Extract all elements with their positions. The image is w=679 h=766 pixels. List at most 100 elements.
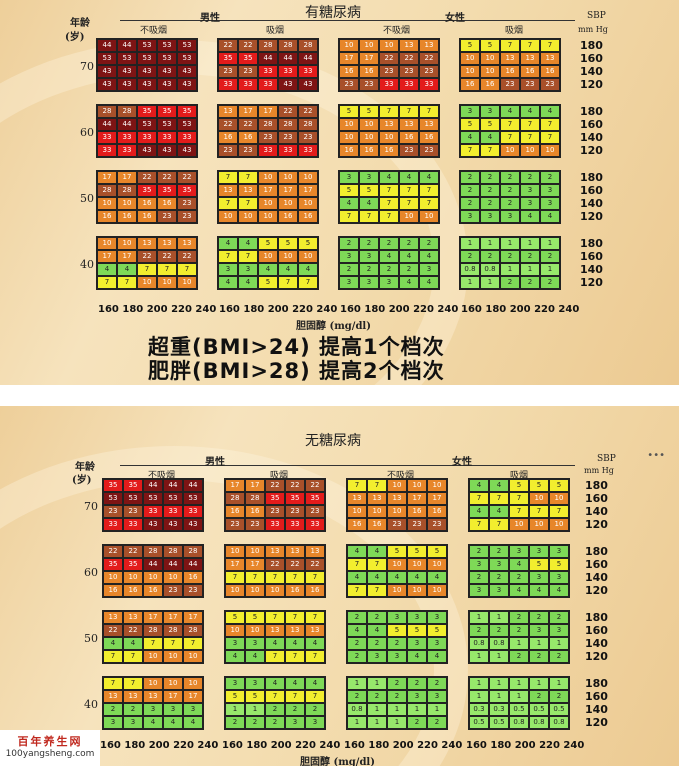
risk-cell: 4 bbox=[470, 506, 488, 517]
risk-cell: 10 bbox=[420, 211, 438, 222]
risk-cell: 7 bbox=[510, 506, 528, 517]
risk-cell: 2 bbox=[530, 651, 548, 662]
risk-cell: 10 bbox=[340, 132, 358, 143]
risk-cell: 7 bbox=[368, 480, 386, 491]
risk-cell: 5 bbox=[428, 546, 446, 557]
risk-cell: 7 bbox=[239, 172, 257, 183]
risk-cell: 1 bbox=[541, 264, 559, 275]
risk-cell: 3 bbox=[226, 638, 244, 649]
risk-cell: 23 bbox=[408, 519, 426, 530]
risk-cell: 0.3 bbox=[490, 704, 508, 715]
risk-cell: 5 bbox=[461, 119, 479, 130]
risk-cell: 16 bbox=[124, 585, 142, 596]
risk-cell: 4 bbox=[348, 546, 366, 557]
risk-cell: 4 bbox=[428, 651, 446, 662]
risk-cell: 22 bbox=[239, 119, 257, 130]
risk-cell: 17 bbox=[118, 251, 136, 262]
risk-cell: 7 bbox=[266, 572, 284, 583]
risk-subgrid: 4 4 5 5 5 7 7 10 10 10 3 3 4 4 4 4 4 5 7 7 bbox=[217, 236, 319, 290]
risk-cell: 17 bbox=[239, 106, 257, 117]
risk-cell: 7 bbox=[470, 519, 488, 530]
risk-cell: 28 bbox=[299, 40, 317, 51]
risk-cell: 13 bbox=[380, 119, 398, 130]
risk-cell: 7 bbox=[490, 493, 508, 504]
risk-cell: 7 bbox=[368, 559, 386, 570]
risk-cell: 2 bbox=[408, 678, 426, 689]
risk-cell: 35 bbox=[138, 106, 156, 117]
risk-cell: 23 bbox=[299, 132, 317, 143]
risk-cell: 23 bbox=[388, 519, 406, 530]
risk-cell: 10 bbox=[178, 277, 196, 288]
risk-cell: 7 bbox=[501, 40, 519, 51]
age-value: 50 bbox=[84, 632, 98, 645]
risk-cell: 2 bbox=[428, 678, 446, 689]
risk-cell: 7 bbox=[104, 678, 122, 689]
risk-cell: 2 bbox=[380, 264, 398, 275]
sbp-value: 180 bbox=[580, 237, 603, 250]
risk-cell: 5 bbox=[510, 480, 528, 491]
risk-cell: 2 bbox=[461, 251, 479, 262]
risk-cell: 53 bbox=[104, 493, 122, 504]
risk-cell: 22 bbox=[219, 40, 237, 51]
risk-cell: 2 bbox=[490, 572, 508, 583]
risk-cell: 33 bbox=[219, 79, 237, 90]
risk-cell: 43 bbox=[164, 519, 182, 530]
risk-cell: 35 bbox=[124, 480, 142, 491]
risk-cell: 1 bbox=[246, 704, 264, 715]
risk-cell: 16 bbox=[420, 132, 438, 143]
risk-cell: 13 bbox=[306, 546, 324, 557]
risk-cell: 28 bbox=[144, 546, 162, 557]
risk-cell: 13 bbox=[368, 493, 386, 504]
risk-cell: 10 bbox=[530, 519, 548, 530]
note-obese: 肥胖(BMI>28) 提高2个档次 bbox=[148, 359, 445, 383]
sbp-value: 120 bbox=[585, 650, 608, 663]
risk-cell: 13 bbox=[178, 238, 196, 249]
risk-cell: 2 bbox=[530, 612, 548, 623]
risk-subgrid: 17 17 22 22 22 28 28 35 35 35 10 10 16 16 23 16 16 16 23 23 bbox=[96, 170, 198, 224]
risk-cell: 2 bbox=[550, 651, 568, 662]
sbp-value: 160 bbox=[580, 184, 603, 197]
risk-cell: 7 bbox=[124, 678, 142, 689]
risk-cell: 33 bbox=[400, 79, 418, 90]
risk-cell: 2 bbox=[348, 651, 366, 662]
risk-cell: 23 bbox=[259, 132, 277, 143]
risk-cell: 4 bbox=[348, 572, 366, 583]
risk-cell: 10 bbox=[246, 585, 264, 596]
risk-cell: 44 bbox=[98, 119, 116, 130]
risk-cell: 2 bbox=[510, 651, 528, 662]
risk-cell: 10 bbox=[461, 66, 479, 77]
risk-cell: 10 bbox=[226, 585, 244, 596]
risk-cell: 7 bbox=[420, 106, 438, 117]
risk-cell: 1 bbox=[510, 678, 528, 689]
risk-cell: 33 bbox=[118, 145, 136, 156]
chol-ticks-male-smoke: 160 180 200 220 240 bbox=[222, 740, 341, 751]
risk-cell: 7 bbox=[360, 211, 378, 222]
risk-cell: 16 bbox=[306, 585, 324, 596]
risk-subgrid: 10 10 10 13 13 17 17 22 22 22 16 16 23 23 23 23 23 33 33 33 bbox=[338, 38, 440, 92]
risk-cell: 0.8 bbox=[481, 264, 499, 275]
risk-cell: 23 bbox=[226, 519, 244, 530]
risk-cell: 2 bbox=[530, 691, 548, 702]
risk-cell: 4 bbox=[380, 251, 398, 262]
risk-cell: 13 bbox=[400, 40, 418, 51]
risk-cell: 5 bbox=[259, 277, 277, 288]
panel-no-diabetes: 无糖尿病 男性 女性 不吸烟 吸烟 不吸烟 吸烟 年龄 (岁) SBP mm H… bbox=[0, 406, 679, 766]
risk-cell: 2 bbox=[481, 185, 499, 196]
male-header: 男性 bbox=[200, 13, 220, 24]
risk-cell: 5 bbox=[530, 480, 548, 491]
risk-cell: 1 bbox=[550, 678, 568, 689]
risk-cell: 4 bbox=[368, 625, 386, 636]
risk-cell: 10 bbox=[360, 40, 378, 51]
risk-cell: 43 bbox=[178, 79, 196, 90]
risk-cell: 10 bbox=[279, 198, 297, 209]
risk-cell: 43 bbox=[158, 79, 176, 90]
risk-cell: 7 bbox=[420, 198, 438, 209]
risk-cell: 44 bbox=[98, 40, 116, 51]
risk-cell: 7 bbox=[380, 198, 398, 209]
risk-cell: 2 bbox=[368, 638, 386, 649]
risk-cell: 7 bbox=[521, 119, 539, 130]
note-overweight: 超重(BMI>24) 提高1个档次 bbox=[148, 335, 445, 359]
risk-cell: 10 bbox=[104, 572, 122, 583]
